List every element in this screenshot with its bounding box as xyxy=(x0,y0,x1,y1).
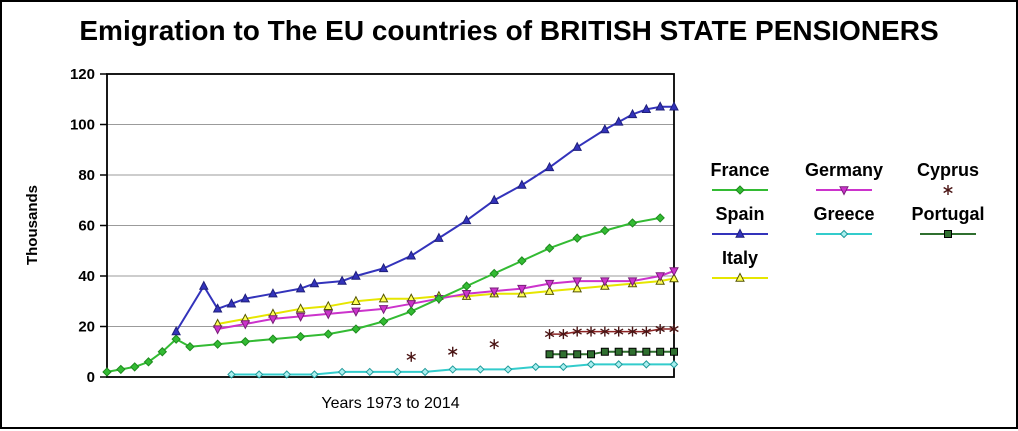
legend-sample-france xyxy=(712,185,768,195)
plot-border xyxy=(106,73,675,378)
legend-row: France Germany Cyprus xyxy=(688,160,1008,198)
series-germany xyxy=(212,267,679,335)
y-tick-label: 60 xyxy=(78,218,95,235)
y-tick-label: 80 xyxy=(78,167,95,184)
legend-entry-spain: Spain xyxy=(688,204,792,242)
legend-label-france: France xyxy=(710,160,770,180)
legend-label-portugal: Portugal xyxy=(911,204,985,224)
legend-sample-spain xyxy=(712,228,768,238)
y-tick-label: 40 xyxy=(78,268,95,285)
chart-title: Emigration to The EU countries of BRITIS… xyxy=(79,15,939,46)
x-axis-label: Years 1973 to 2014 xyxy=(321,395,460,412)
legend-row: Italy xyxy=(688,248,1008,286)
legend-entry-germany: Germany xyxy=(792,160,896,198)
legend-sample-germany xyxy=(816,186,872,196)
series-france xyxy=(102,213,665,377)
legend-label-greece: Greece xyxy=(813,204,875,224)
y-tick-label: 100 xyxy=(70,117,95,134)
series-greece xyxy=(227,360,679,379)
y-tick-label: 0 xyxy=(87,369,95,386)
legend-row: Spain Greece Portugal xyxy=(688,204,1008,242)
series-line-cyprus xyxy=(549,328,674,335)
y-tick-label: 120 xyxy=(70,66,95,83)
legend-entry-greece: Greece xyxy=(792,204,896,242)
legend-label-italy: Italy xyxy=(721,248,759,268)
legend-entry-cyprus: Cyprus xyxy=(896,160,1000,198)
legend-entry-portugal: Portugal xyxy=(896,204,1000,242)
legend-entry-france: France xyxy=(688,160,792,198)
series-spain xyxy=(171,101,679,336)
legend-sample-portugal xyxy=(920,230,976,238)
series-cyprus xyxy=(406,324,679,362)
series-line-portugal xyxy=(549,350,674,356)
y-tick-label: 20 xyxy=(78,319,95,336)
legend-sample-italy xyxy=(712,272,768,282)
y-axis-label: Thousands xyxy=(24,185,41,266)
legend-label-spain: Spain xyxy=(715,204,765,224)
legend-label-cyprus: Cyprus xyxy=(916,160,979,180)
legend-sample-cyprus xyxy=(943,185,953,195)
series-line-germany xyxy=(217,269,675,330)
legend-entry-italy: Italy xyxy=(688,248,792,286)
legend-label-germany: Germany xyxy=(804,160,884,180)
legend-sample-greece xyxy=(816,229,872,239)
chart-legend: France Germany Cyprus Spain Greece Portugal It… xyxy=(688,160,1008,292)
series-portugal xyxy=(545,347,678,359)
